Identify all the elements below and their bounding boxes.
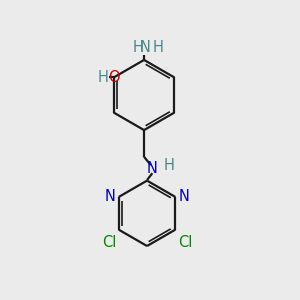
Text: N: N [104, 189, 115, 204]
Text: H: H [98, 70, 108, 85]
Text: N: N [147, 161, 158, 176]
Text: Cl: Cl [178, 235, 192, 250]
Text: N: N [179, 189, 190, 204]
Text: O: O [108, 70, 120, 85]
Text: H: H [153, 40, 164, 55]
Text: H: H [164, 158, 175, 173]
Text: N: N [139, 40, 150, 55]
Text: H: H [133, 40, 143, 55]
Text: Cl: Cl [102, 235, 116, 250]
